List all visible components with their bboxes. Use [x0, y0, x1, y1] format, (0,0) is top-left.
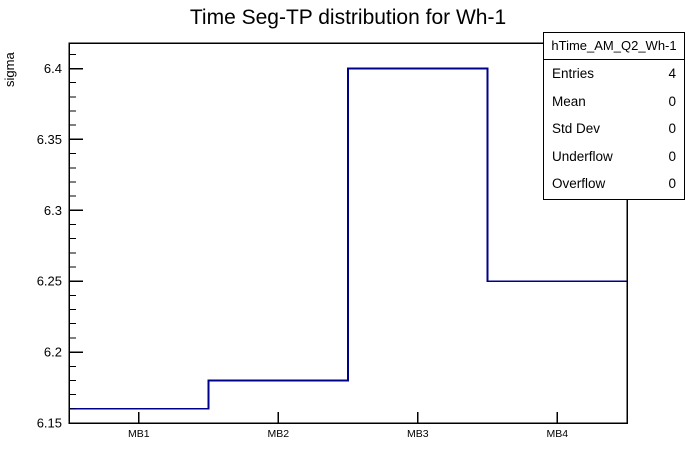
stats-label: Std Dev [552, 121, 601, 137]
plot-frame [68, 42, 628, 424]
histogram-line [69, 67, 627, 410]
stats-row-mean: Mean 0 [544, 88, 684, 116]
x-tick-label: MB1 [128, 428, 150, 440]
stats-box[interactable]: hTime_AM_Q2_Wh-1 Entries 4 Mean 0 Std De… [543, 32, 685, 200]
stats-label: Overflow [552, 176, 606, 192]
stats-box-title: hTime_AM_Q2_Wh-1 [544, 33, 684, 60]
y-tick-label: 6.15 [37, 416, 62, 431]
y-tick-label: 6.25 [37, 274, 62, 289]
stats-value: 0 [668, 93, 676, 109]
stats-value: 0 [668, 121, 676, 137]
y-tick-label: 6.4 [44, 61, 62, 76]
chart-title: Time Seg-TP distribution for Wh-1 [189, 6, 507, 29]
y-tick-label: 6.3 [44, 203, 62, 218]
stats-row-underflow: Underflow 0 [544, 143, 684, 171]
x-tick-label: MB2 [267, 428, 289, 440]
x-tick-label: MB4 [546, 428, 568, 440]
x-tick-label: MB3 [407, 428, 429, 440]
stats-value: 0 [668, 148, 676, 164]
stats-value: 0 [668, 176, 676, 192]
stats-row-stddev: Std Dev 0 [544, 115, 684, 143]
stats-label: Mean [552, 93, 586, 109]
stats-row-overflow: Overflow 0 [544, 170, 684, 198]
y-tick-label: 6.2 [44, 345, 62, 360]
stats-label: Entries [552, 66, 595, 82]
stats-row-entries: Entries 4 [544, 60, 684, 88]
stats-value: 4 [668, 66, 676, 82]
stats-label: Underflow [552, 148, 613, 164]
y-tick-label: 6.35 [37, 132, 62, 147]
